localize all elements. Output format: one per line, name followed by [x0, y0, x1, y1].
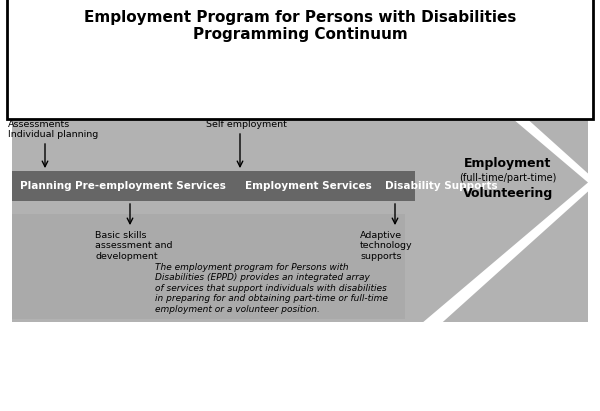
Bar [588, 0, 600, 411]
Text: Disability Supports: Disability Supports [385, 181, 497, 191]
Text: Employment Program for Persons with Disabilities
Programming Continuum: Employment Program for Persons with Disa… [84, 10, 516, 42]
Bar [0, 0, 600, 38]
Text: Basic skills
assessment and
development: Basic skills assessment and development [95, 231, 173, 261]
Polygon shape [415, 36, 588, 329]
Text: Planning: Planning [20, 181, 71, 191]
Text: (full-time/part-time): (full-time/part-time) [460, 173, 557, 183]
Text: Pre-employment Services: Pre-employment Services [75, 181, 226, 191]
Polygon shape [415, 18, 598, 347]
Bar [0, 322, 600, 411]
Text: The employment program for Persons with
Disabilities (EPPD) provides an integrat: The employment program for Persons with … [155, 263, 388, 314]
Bar [12, 214, 405, 319]
Text: Assessments
Individual planning: Assessments Individual planning [8, 120, 98, 139]
Bar [12, 171, 415, 201]
Text: Adaptive
technology
supports: Adaptive technology supports [360, 231, 413, 261]
Text: Employment: Employment [464, 157, 551, 169]
Text: Job placement
Job training
Self employment: Job placement Job training Self employme… [206, 99, 287, 129]
FancyBboxPatch shape [2, 26, 600, 339]
Text: Employment Services: Employment Services [245, 181, 372, 191]
Text: Volunteering: Volunteering [463, 187, 553, 199]
Bar [0, 0, 12, 411]
